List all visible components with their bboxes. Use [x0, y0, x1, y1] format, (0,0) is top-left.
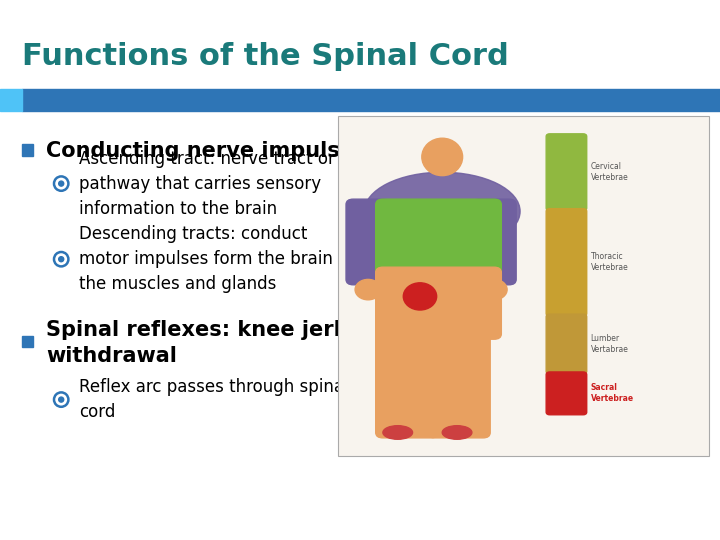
Text: Ascending tract: nerve tract or
pathway that carries sensory
information to the : Ascending tract: nerve tract or pathway …	[79, 150, 335, 218]
Ellipse shape	[59, 181, 63, 186]
Ellipse shape	[422, 138, 463, 176]
Ellipse shape	[403, 283, 436, 310]
Ellipse shape	[59, 256, 63, 262]
Ellipse shape	[442, 426, 472, 440]
Bar	[22, 144, 33, 156]
Text: Descending tracts: conduct
motor impulses form the brain to
the muscles and glan: Descending tracts: conduct motor impulse…	[79, 225, 355, 293]
FancyBboxPatch shape	[546, 372, 587, 415]
Text: Spinal reflexes: knee jerk and
withdrawal: Spinal reflexes: knee jerk and withdrawa…	[46, 320, 399, 366]
FancyBboxPatch shape	[546, 208, 587, 316]
Text: Sacral
Vertebrae: Sacral Vertebrae	[590, 383, 634, 403]
Ellipse shape	[481, 279, 507, 300]
Ellipse shape	[364, 172, 520, 251]
Ellipse shape	[355, 279, 381, 300]
FancyBboxPatch shape	[346, 199, 390, 285]
FancyBboxPatch shape	[472, 199, 516, 285]
FancyBboxPatch shape	[376, 325, 438, 438]
FancyBboxPatch shape	[428, 325, 490, 438]
Text: Reflex arc passes through spinal
cord: Reflex arc passes through spinal cord	[79, 378, 348, 421]
Bar	[338, 116, 709, 456]
Text: Functions of the Spinal Cord: Functions of the Spinal Cord	[22, 42, 508, 71]
Bar	[22, 89, 720, 111]
FancyBboxPatch shape	[376, 199, 501, 285]
FancyBboxPatch shape	[546, 314, 587, 374]
Text: Thoracic
Vertebrae: Thoracic Vertebrae	[590, 252, 629, 273]
Ellipse shape	[383, 426, 413, 440]
Text: Lumber
Vertabrae: Lumber Vertabrae	[590, 334, 629, 354]
Bar	[22, 336, 33, 347]
Text: Conducting nerve impulses: Conducting nerve impulses	[46, 141, 366, 161]
Ellipse shape	[59, 397, 63, 402]
Text: Cervical
Vertebrae: Cervical Vertebrae	[590, 162, 629, 183]
Bar	[0, 89, 22, 111]
FancyBboxPatch shape	[376, 267, 501, 339]
FancyBboxPatch shape	[546, 134, 587, 211]
